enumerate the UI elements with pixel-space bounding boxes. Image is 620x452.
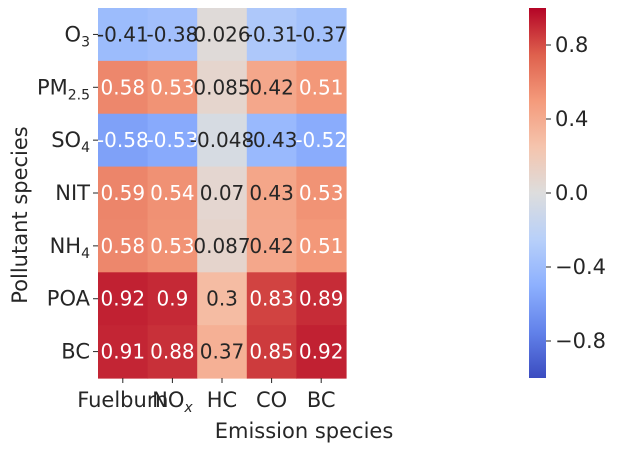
heatmap-cell (147, 60, 198, 115)
cell-value-label: 0.59 (101, 181, 146, 205)
heatmap-cell (246, 8, 297, 62)
y-axis-label: Pollutant species (8, 126, 32, 304)
cell-value-label: -0.31 (246, 22, 298, 46)
heatmap-cell (147, 219, 198, 273)
heatmap-cells (98, 8, 347, 379)
heatmap-cell (296, 113, 347, 168)
heatmap-cell (147, 113, 198, 168)
x-tick-label: NOx (152, 388, 193, 416)
cell-value-label: 0.026 (193, 22, 250, 46)
heatmap-cell (246, 166, 297, 221)
heatmap-cell (98, 219, 149, 273)
colorbar-tick-label: 0.8 (555, 33, 588, 57)
cell-value-label: 0.92 (299, 340, 344, 364)
heatmap-cell (147, 8, 198, 62)
cell-value-label: -0.048 (190, 128, 254, 152)
heatmap-cell (98, 60, 149, 115)
cell-value-label: 0.087 (193, 234, 250, 258)
cell-value-label: 0.89 (299, 287, 344, 311)
heatmap-cell (197, 8, 248, 62)
heatmap-cell (296, 219, 347, 273)
heatmap-cell (246, 60, 297, 115)
x-tick-label: CO (256, 388, 287, 412)
heatmap-cell (197, 272, 248, 326)
cell-value-label: 0.51 (299, 75, 344, 99)
heatmap-cell (98, 272, 149, 326)
cell-value-label: 0.88 (150, 340, 195, 364)
y-tick-labels: O3 PM2.5 SO4 NIT NH4 POA BC (37, 22, 98, 364)
heatmap-cell (296, 166, 347, 221)
cell-value-label: 0.53 (150, 75, 195, 99)
heatmap-cell (98, 8, 149, 62)
cell-value-label: 0.83 (249, 287, 294, 311)
y-tick-label: SO4 (51, 128, 90, 156)
cell-value-label: 0.58 (101, 75, 146, 99)
heatmap-cell (246, 325, 297, 379)
heatmap-cell (147, 272, 198, 326)
colorbar-tick-label: 0.4 (555, 107, 588, 131)
y-tick-label: PM2.5 (37, 75, 90, 103)
colorbar-ticks: 0.8 0.4 0.0 −0.4 −0.8 (546, 33, 606, 353)
y-tick-label: BC (61, 340, 90, 364)
heatmap-cell (98, 166, 149, 221)
heatmap-cell (296, 60, 347, 115)
colorbar-tick-label: 0.0 (555, 181, 588, 205)
cell-value-label: 0.54 (150, 181, 195, 205)
cell-value-label: -0.38 (147, 22, 199, 46)
heatmap-cell (197, 166, 248, 221)
heatmap-cell (246, 113, 297, 168)
heatmap-cell (197, 113, 248, 168)
cell-value-label: 0.53 (150, 234, 195, 258)
y-tick-label: POA (47, 287, 91, 311)
cell-value-label: 0.42 (249, 234, 294, 258)
heatmap-cell (98, 113, 149, 168)
heatmap-cell (197, 60, 248, 115)
cell-value-label: -0.41 (97, 22, 149, 46)
x-tick-label: HC (207, 388, 237, 412)
cell-value-label: -0.58 (97, 128, 149, 152)
y-tick-label: NIT (55, 181, 90, 205)
heatmap-cell (296, 325, 347, 379)
cell-value-label: -0.43 (246, 128, 298, 152)
colorbar (529, 8, 546, 378)
cell-value-label: 0.3 (206, 287, 238, 311)
heatmap-cell (197, 325, 248, 379)
heatmap-cell (197, 219, 248, 273)
heatmap-cell (296, 8, 347, 62)
cell-value-label: 0.58 (101, 234, 146, 258)
cell-value-label: 0.91 (101, 340, 146, 364)
cell-value-label: 0.85 (249, 340, 294, 364)
cell-value-label: 0.92 (101, 287, 146, 311)
cell-value-label: 0.42 (249, 75, 294, 99)
heatmap-cell (98, 325, 149, 379)
y-tick-label: NH4 (50, 234, 91, 262)
cell-value-label: 0.9 (156, 287, 188, 311)
heatmap-cell (296, 272, 347, 326)
heatmap-cell (246, 272, 297, 326)
cell-value-label: -0.52 (295, 128, 347, 152)
heatmap-cell (246, 219, 297, 273)
cell-value-label: 0.07 (200, 181, 245, 205)
cell-value-label: -0.53 (147, 128, 199, 152)
heatmap-cell-labels: -0.41-0.380.026-0.31-0.370.58 0.530.0850.… (97, 22, 347, 363)
cell-value-label: 0.43 (249, 181, 294, 205)
heatmap-cell (147, 325, 198, 379)
colorbar-tick-label: −0.4 (555, 255, 606, 279)
cell-value-label: 0.085 (193, 75, 250, 99)
cell-value-label: 0.53 (299, 181, 344, 205)
x-axis-label: Emission species (215, 419, 394, 443)
x-tick-label: BC (307, 388, 336, 412)
cell-value-label: 0.51 (299, 234, 344, 258)
colorbar-tick-label: −0.8 (555, 329, 606, 353)
y-tick-label: O3 (65, 22, 90, 50)
heatmap-cell (147, 166, 198, 221)
cell-value-label: 0.37 (200, 340, 245, 364)
x-tick-label: Fuelburn (77, 388, 168, 412)
cell-value-label: -0.37 (295, 22, 347, 46)
